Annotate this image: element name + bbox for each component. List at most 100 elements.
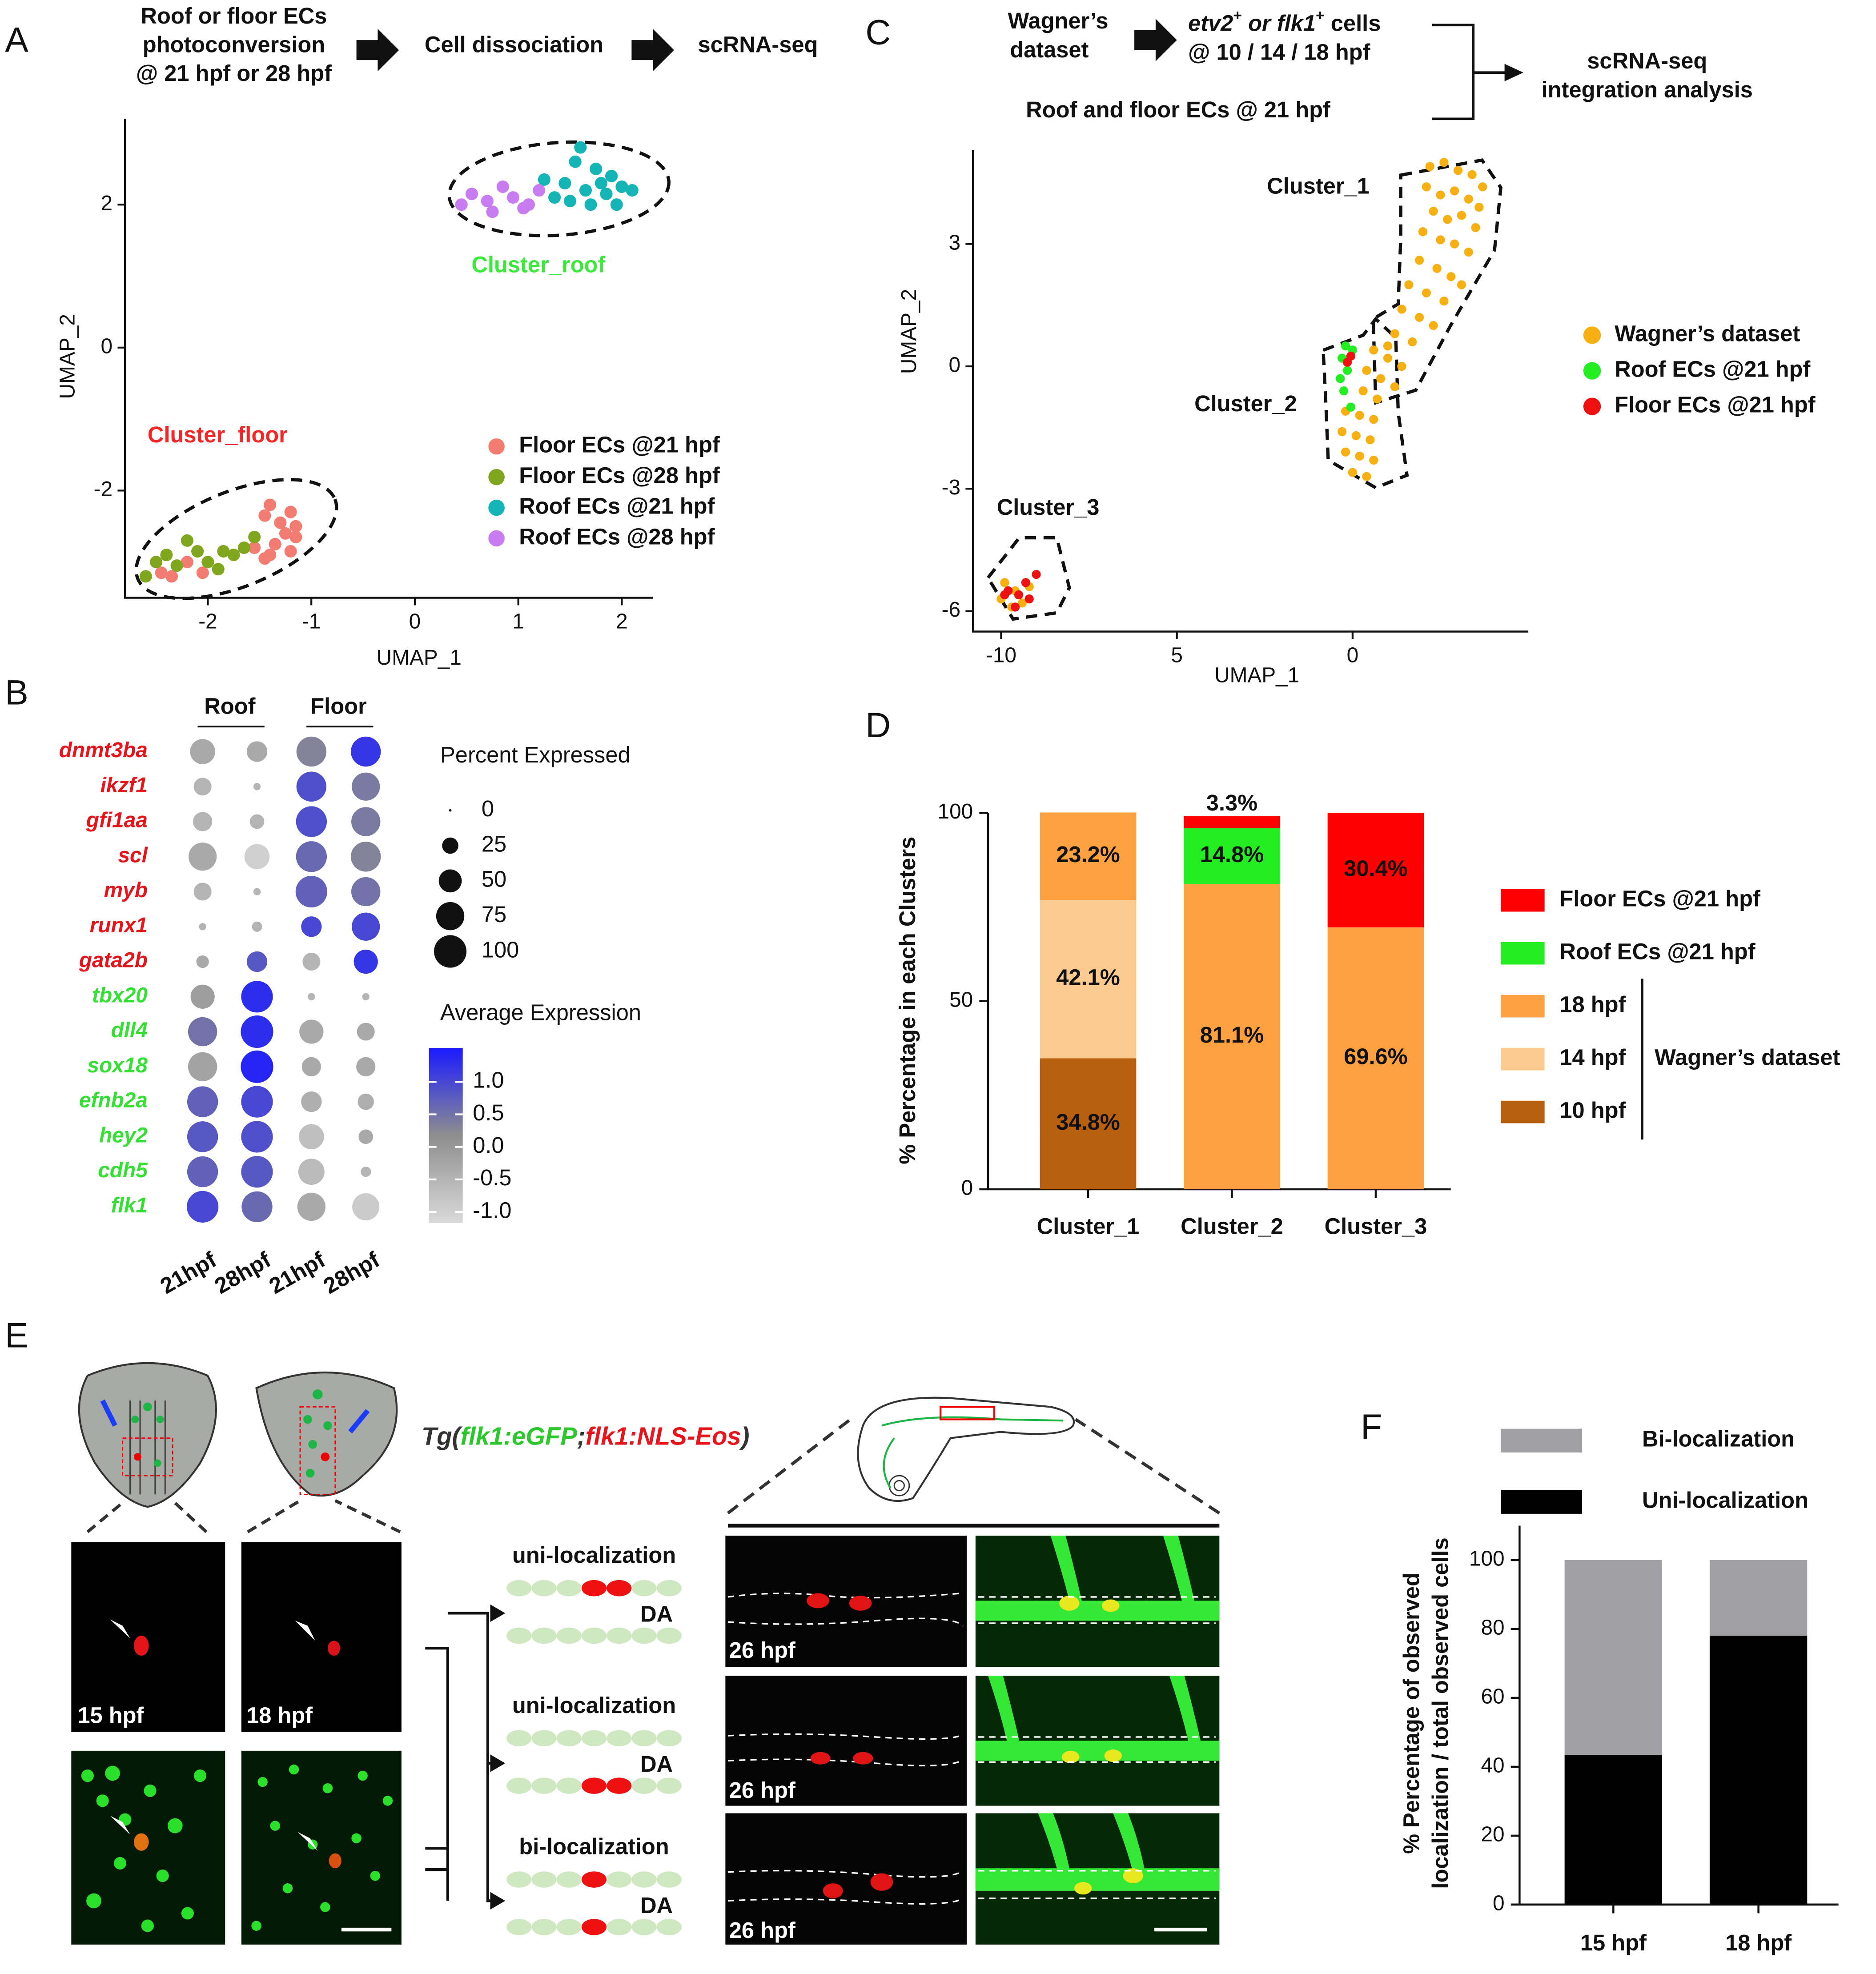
point: [455, 198, 468, 211]
point: [1383, 353, 1393, 363]
legend-label: 10 hpf: [1559, 1098, 1626, 1123]
size-legend-dot: [442, 837, 458, 854]
dot: [187, 1156, 218, 1188]
panel-label: E: [5, 1316, 28, 1355]
point: [605, 169, 618, 182]
point: [1422, 288, 1431, 297]
cell: [631, 1580, 657, 1597]
cell: [581, 1730, 607, 1746]
point: [1436, 190, 1445, 200]
point: [1457, 280, 1466, 289]
point: [1010, 602, 1020, 612]
stage-label: 18 hpf: [246, 1702, 313, 1728]
y-axis-label: localization / total observed cells: [1427, 1537, 1453, 1889]
cell: [656, 1919, 682, 1935]
x-tick-label: 5: [1171, 643, 1183, 667]
cluster-outline: [986, 536, 1071, 621]
dot: [193, 812, 213, 831]
x-tick-label: Cluster_2: [1181, 1214, 1283, 1239]
arrow-head: [490, 1892, 506, 1910]
dot: [352, 772, 380, 801]
cluster-outline: [447, 140, 671, 237]
point: [1348, 468, 1358, 477]
gene-label: ikzf1: [100, 774, 148, 797]
dot: [296, 771, 327, 802]
flow-text: etv2+ or flk1+ cells: [1188, 7, 1381, 36]
arrow-head: [490, 1754, 506, 1772]
flow-text: scRNA-seq: [1587, 48, 1707, 73]
point: [1429, 207, 1438, 216]
bar-label: 81.1%: [1200, 1022, 1264, 1047]
cell: [607, 1777, 632, 1794]
cell: [506, 1777, 532, 1794]
gene-label: flk1: [111, 1194, 148, 1217]
point: [1397, 305, 1406, 314]
superscript: +: [1316, 7, 1325, 24]
cell: [506, 1627, 532, 1644]
dot: [241, 1121, 273, 1153]
bar-label: 3.3%: [1206, 790, 1257, 815]
legend-swatch: [1501, 1100, 1545, 1123]
bar-segment: [1327, 813, 1424, 927]
legend-swatch: [1501, 995, 1545, 1018]
point: [1369, 415, 1378, 424]
point: [506, 191, 520, 204]
flow-arrow: [1134, 19, 1177, 61]
gene-label: dnmt3ba: [59, 738, 148, 762]
dot: [350, 736, 381, 767]
point: [1425, 162, 1434, 171]
point: [1366, 435, 1375, 445]
point: [558, 177, 571, 190]
transgene-part: flk1:eGFP: [460, 1422, 577, 1450]
bar-segment: [1040, 1058, 1137, 1189]
point: [1339, 386, 1349, 396]
flow-text: @ 10 / 14 / 18 hpf: [1188, 39, 1370, 64]
cell: [506, 1730, 532, 1746]
y-tick-label: -3: [942, 476, 961, 499]
legend-swatch: [488, 530, 505, 547]
legend-label: 18 hpf: [1559, 992, 1626, 1017]
column-label: 21hpf: [265, 1247, 329, 1299]
legend-swatch: [1501, 942, 1545, 965]
cell: [631, 1730, 657, 1746]
point: [1471, 223, 1480, 233]
point: [1376, 374, 1386, 383]
legend-label: Roof ECs @21 hpf: [1615, 356, 1810, 381]
point: [1478, 182, 1487, 192]
legend-swatch: [1501, 1047, 1545, 1071]
dot: [296, 841, 327, 872]
dot: [308, 993, 315, 1000]
color-tick-label: 0.0: [473, 1132, 504, 1158]
cluster-label: Cluster_1: [1267, 173, 1370, 198]
point: [1341, 447, 1350, 457]
dot: [241, 1086, 273, 1118]
stage-label: 15 hpf: [77, 1702, 144, 1728]
point: [584, 198, 597, 211]
axis-line: [124, 119, 653, 599]
legend-label: Bi-localization: [1642, 1426, 1795, 1452]
group-label: Roof: [204, 693, 255, 718]
legend-label: Floor ECs @21 hpf: [1559, 886, 1760, 911]
flow-arrow: [1504, 64, 1523, 81]
y-tick-label: 40: [1481, 1754, 1504, 1777]
dot: [351, 877, 381, 907]
size-legend-label: 0: [482, 796, 494, 821]
bar-label: 69.6%: [1344, 1044, 1408, 1069]
point: [1341, 341, 1350, 351]
size-legend-label: 50: [482, 867, 506, 892]
y-axis-label: UMAP_2: [56, 314, 79, 399]
bar-segment: [1709, 1636, 1808, 1905]
dot: [187, 1191, 219, 1223]
point: [1414, 313, 1424, 322]
size-legend-label: 100: [482, 937, 519, 962]
flow-text: Roof and floor ECs @ 21 hpf: [1026, 97, 1330, 122]
flow-text: dataset: [1010, 37, 1089, 62]
cluster-label: Cluster_2: [1194, 391, 1297, 416]
embryo-lateral: [727, 1396, 1221, 1528]
point: [1390, 382, 1399, 392]
cell: [656, 1730, 682, 1746]
cell: [581, 1871, 607, 1888]
point: [1362, 472, 1371, 481]
cell: [506, 1580, 532, 1597]
